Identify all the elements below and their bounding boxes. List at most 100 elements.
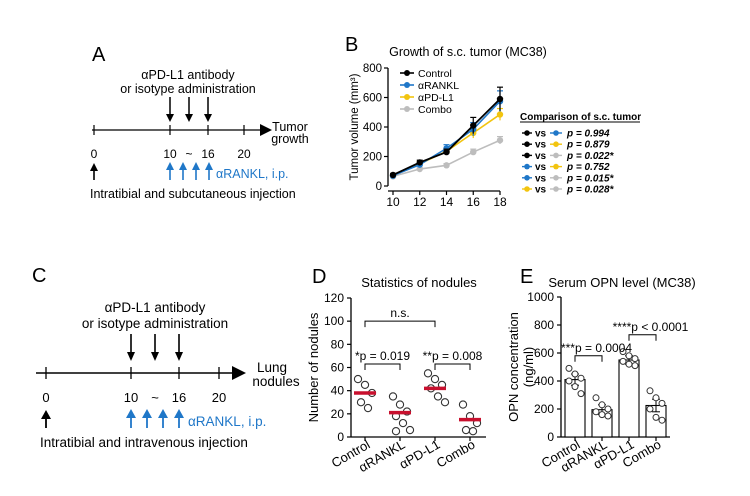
comparison-vs: vs [535, 173, 547, 184]
legend-label-apdl1: αPD-L1 [418, 92, 454, 104]
panel-a-tick-16: 16 [201, 147, 215, 161]
admin-arrowhead [166, 114, 174, 122]
comparison-marker-a [524, 163, 530, 170]
data-point [440, 398, 450, 407]
chart-b-y-tick-label: 400 [363, 122, 382, 134]
data-point [423, 369, 433, 378]
panel-c-tick-20: 20 [212, 390, 226, 405]
comparison-marker-b [553, 186, 559, 192]
chart-b-x-tick-label: 12 [413, 195, 427, 209]
chart-b-title: Growth of s.c. tumor (MC38) [389, 45, 547, 59]
significance-bracket [628, 334, 657, 341]
significance-label: n.s. [390, 306, 409, 320]
chart-b-x-tick-label: 10 [386, 195, 400, 209]
panel-c-injection-label: Intratibial and intravenous injection [40, 435, 248, 450]
panel-a-admin-line2: or isotype administration [120, 82, 256, 96]
panel-c-axis-label-1: Lung [257, 360, 287, 375]
chart-b-x-tick-label: 16 [467, 195, 481, 209]
panel-d: D Statistics of nodules 0 20 40 60 80 100 120Nu… [306, 266, 486, 475]
comparison-marker-b [553, 130, 559, 136]
significance-bracket [574, 355, 603, 362]
panel-e: E Serum OPN level (MC38) 0 200 400 600 800 100… [506, 266, 696, 475]
panel-c-rankl-label: αRANKL, i.p. [188, 414, 266, 429]
chart-e-y-tick-label: 400 [534, 374, 554, 388]
data-point [391, 427, 401, 436]
significance-label: ****p < 0.0001 [613, 320, 689, 334]
chart-d-y-tick-label: 40 [331, 384, 345, 398]
significance-label: ***p = 0.0004 [561, 341, 632, 355]
data-point [592, 394, 600, 402]
data-point-control [470, 122, 477, 129]
comparison-marker-b [553, 152, 559, 159]
data-point [646, 405, 654, 413]
data-point-combo [470, 148, 477, 156]
panel-a-tick-0: 0 [91, 147, 98, 161]
comparison-marker-b [553, 163, 559, 170]
significance-bracket [364, 320, 436, 328]
data-point [592, 408, 600, 416]
comparison-p-value: p = 0.028* [566, 185, 615, 196]
chart-e-y-tick-label: 1000 [527, 290, 554, 304]
data-point [461, 425, 471, 435]
panel-a-rankl-label: αRANKL, i.p. [216, 167, 289, 181]
data-point [604, 412, 612, 420]
chart-b-y-label: Tumor volume (mm³) [349, 73, 361, 180]
chart-d-y-label: Number of nodules [306, 312, 321, 422]
data-point [565, 377, 573, 385]
data-point [631, 355, 639, 363]
comparison-p-value: p = 0.752 [566, 162, 610, 173]
panel-b-label: B [345, 34, 358, 56]
data-point [565, 364, 573, 372]
chart-e-title: Serum OPN level (MC38) [548, 275, 695, 290]
injection-arrowhead [90, 163, 98, 171]
data-point [398, 418, 408, 428]
comparison-p-value: p = 0.022* [566, 151, 615, 162]
chart-d-y-tick-label: 80 [331, 337, 345, 351]
data-point [571, 370, 579, 378]
data-point [658, 416, 666, 424]
chart-e-y-label: OPN concentration(ng/ml) [506, 312, 536, 422]
comparison-vs: vs [535, 151, 547, 162]
comparison-vs: vs [535, 185, 547, 196]
legend-marker-combo [404, 106, 410, 112]
data-point [353, 374, 363, 384]
chart-d-x-tick-label: αPD-L1 [397, 437, 443, 472]
significance-label: *p = 0.019 [355, 349, 410, 363]
admin-arrowhead [175, 352, 183, 361]
chart-e-y-label-line2: (ng/ml) [521, 347, 536, 387]
comparison-marker-a [524, 130, 530, 136]
panel-e-label: E [520, 266, 533, 288]
panel-c-tick-tilde: ~ [151, 390, 159, 405]
chart-d-y-tick-label: 60 [331, 361, 345, 375]
bar [618, 359, 640, 438]
data-point-control [389, 171, 397, 179]
comparison-title: Comparison of s.c. tumor [520, 112, 641, 123]
data-point-combo [496, 137, 504, 144]
legend-label-arankl: αRANKL [418, 80, 459, 92]
admin-arrowhead [204, 114, 212, 122]
panel-a-tick-20: 20 [237, 147, 251, 161]
panel-a: A αPD-L1 antibody or isotype administrat… [90, 44, 309, 201]
rankl-arrows [166, 162, 213, 180]
data-point [577, 390, 585, 398]
data-point [658, 399, 666, 407]
comparison-p-value: p = 0.879 [566, 140, 610, 151]
data-point [577, 374, 585, 382]
data-point [652, 413, 660, 421]
data-point [356, 398, 366, 407]
data-point [395, 400, 405, 409]
panel-c-label: C [32, 265, 46, 287]
data-point-control [496, 95, 504, 103]
chart-d-y-tick-label: 0 [337, 430, 344, 444]
data-point [405, 425, 415, 435]
rankl-arrows [126, 409, 184, 428]
data-point [360, 380, 370, 390]
data-point [388, 392, 398, 401]
chart-e-y-label-line1: OPN concentration [506, 312, 521, 422]
chart-d-y-tick-label: 120 [324, 291, 344, 305]
chart-b-y-tick-label: 0 [376, 181, 382, 193]
chart-b-x-tick-label: 14 [440, 195, 454, 209]
chart-d-y-tick-label: 20 [331, 407, 345, 421]
data-point [604, 405, 612, 413]
